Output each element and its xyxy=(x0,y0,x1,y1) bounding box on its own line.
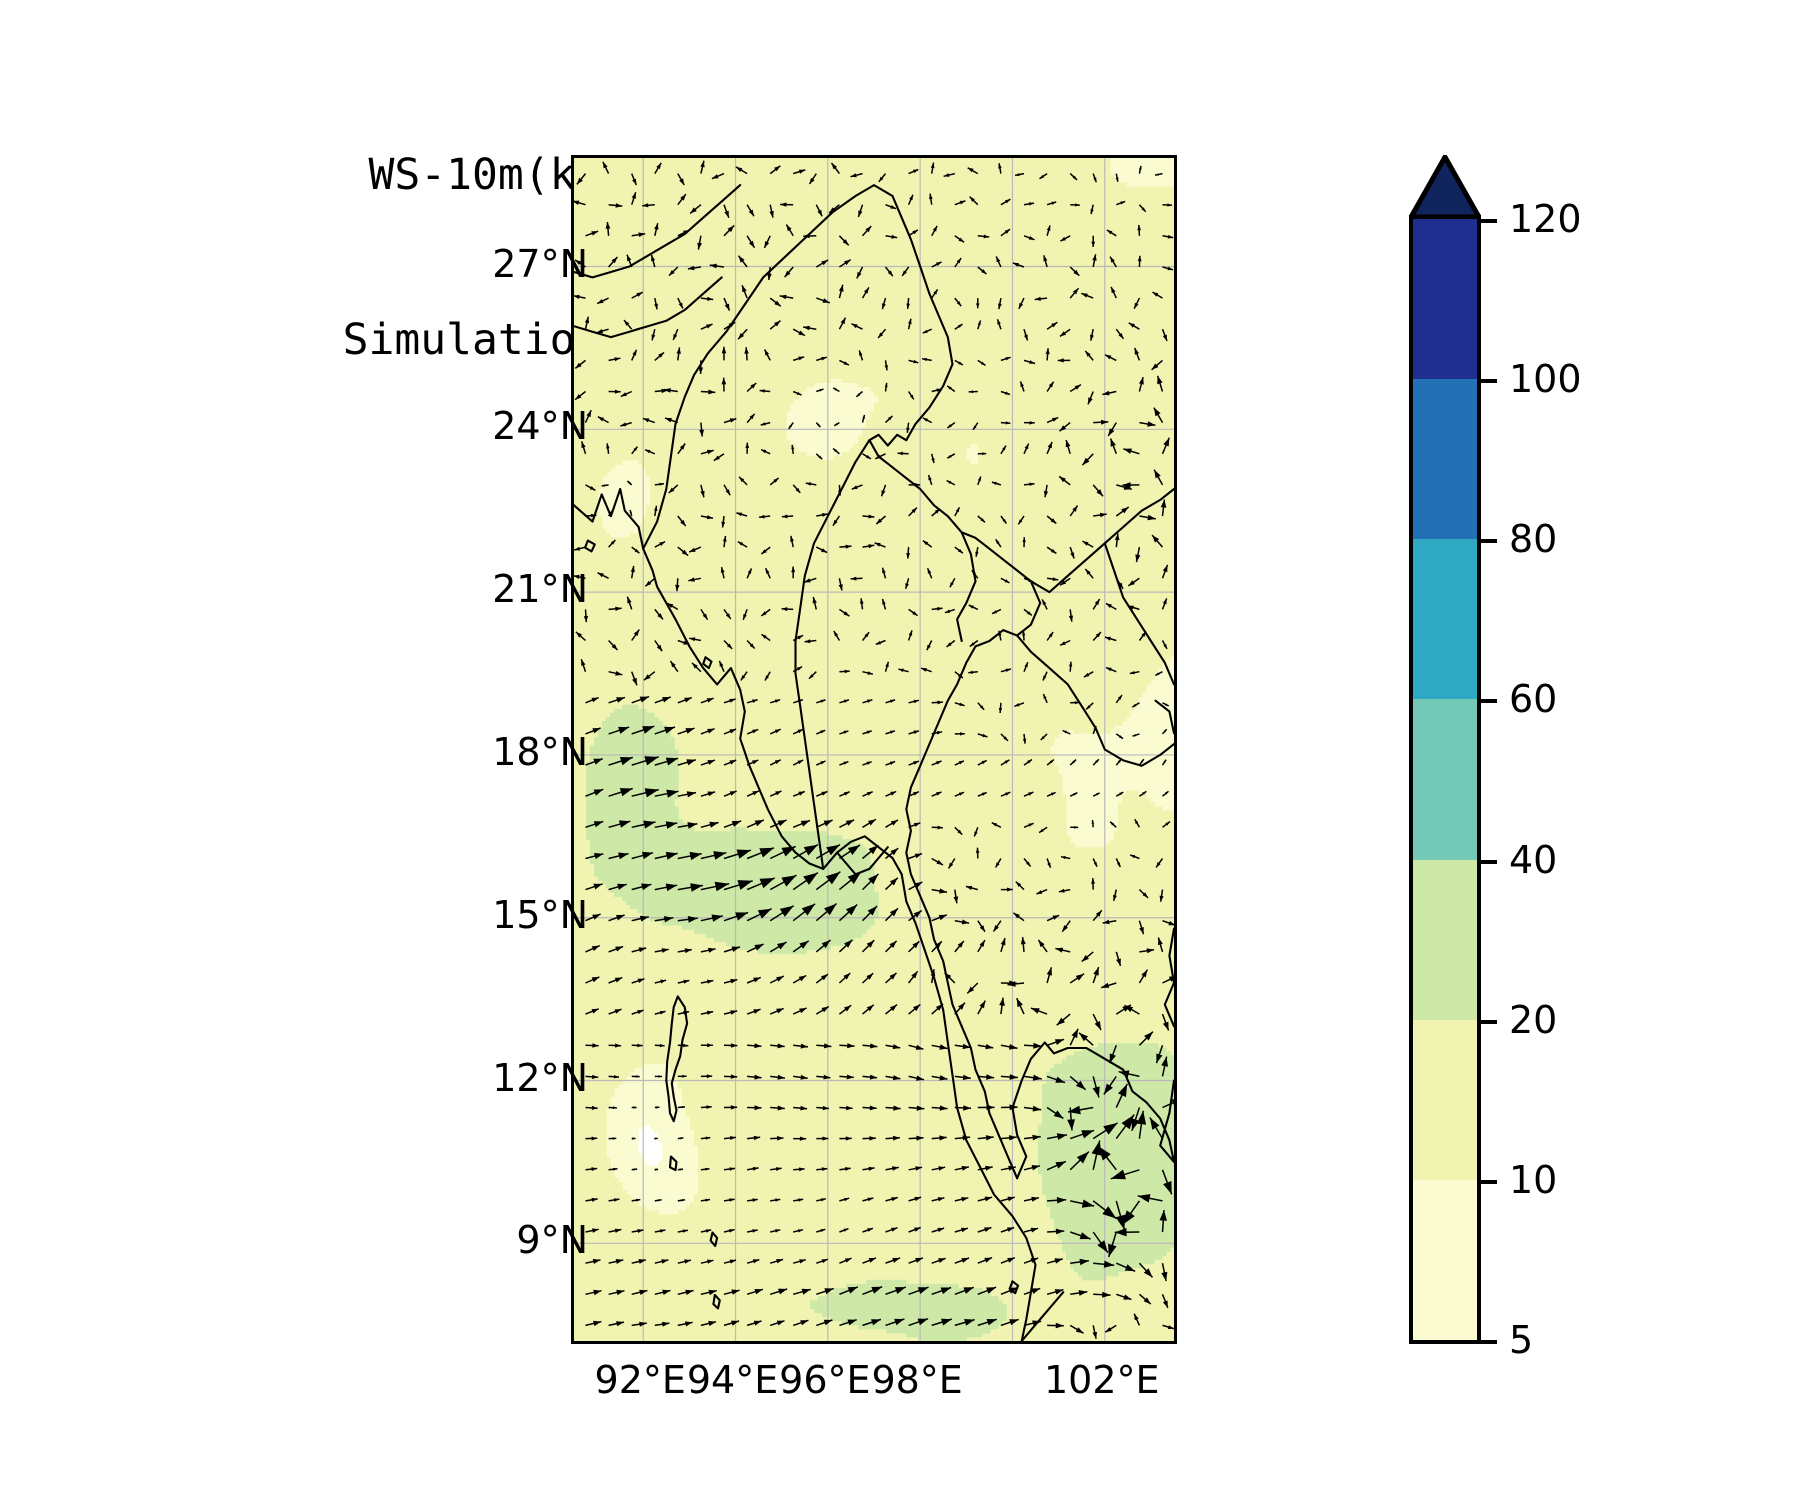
latitude-tick-label: 27°N xyxy=(492,241,588,286)
coastline-path xyxy=(712,1293,721,1310)
longitude-tick-label: 94°E xyxy=(686,1358,779,1402)
wind-speed-band xyxy=(586,704,1174,1341)
colorbar-tick-label: 5 xyxy=(1509,1318,1534,1362)
colorbar-tick-mark xyxy=(1481,379,1497,384)
map-plot-area xyxy=(571,155,1177,1344)
coastline-path xyxy=(1103,542,1174,686)
coastline-path xyxy=(956,531,977,643)
colorbar-extend-arrow xyxy=(1409,155,1481,219)
coastline-path xyxy=(574,487,1037,1341)
colorbar-segment xyxy=(1413,539,1477,700)
colorbar-tick-mark xyxy=(1481,859,1497,864)
colorbar-tick-label: 100 xyxy=(1509,357,1582,402)
colorbar-segment xyxy=(1413,219,1477,380)
colorbar-segment xyxy=(1413,1019,1477,1180)
longitude-tick-label: 92°E xyxy=(594,1358,686,1402)
latitude-tick-label: 24°N xyxy=(492,404,588,449)
colorbar-tick-mark xyxy=(1481,539,1497,544)
colorbar: 5 10 20 40 60 80 100 120 xyxy=(1409,155,1582,1362)
coastline-path xyxy=(642,184,894,550)
colorbar-tick-mark xyxy=(1481,1179,1497,1184)
colorbar-tick-mark xyxy=(1481,1019,1497,1024)
latitude-tick-label: 21°N xyxy=(492,567,588,612)
colorbar-segment xyxy=(1413,1179,1477,1340)
colorbar-tick-label: 120 xyxy=(1509,197,1582,241)
colorbar-segment xyxy=(1413,859,1477,1020)
colorbar-tick-label: 80 xyxy=(1509,517,1558,562)
latitude-tick-label: 9°N xyxy=(516,1218,588,1263)
longitude-tick-label: 96°E xyxy=(779,1358,871,1402)
colorbar-tick-label: 20 xyxy=(1509,997,1558,1042)
coastline-path xyxy=(1159,1079,1174,1163)
coastline-path xyxy=(1020,1291,1065,1341)
colorbar-segment xyxy=(1413,379,1477,540)
longitude-tick-label: 98°E xyxy=(871,1358,963,1402)
colorbar-tick-mark xyxy=(1481,219,1497,223)
colorbar-segment xyxy=(1413,699,1477,860)
latitude-tick-label: 12°N xyxy=(492,1055,588,1100)
colorbar-tick-mark xyxy=(1481,1340,1497,1344)
colorbar-tick-label: 60 xyxy=(1509,677,1558,722)
latitude-tick-label: 18°N xyxy=(492,729,588,774)
longitude-tick-label: 102°E xyxy=(1043,1358,1160,1402)
coastline-path xyxy=(702,656,713,670)
colorbar-tick-label: 10 xyxy=(1509,1157,1558,1202)
coastline-path xyxy=(794,439,871,870)
colorbar-tick-label: 40 xyxy=(1509,837,1558,882)
coastline-path xyxy=(1008,1280,1020,1295)
latitude-tick-label: 15°N xyxy=(492,892,588,937)
map-inner xyxy=(574,158,1174,1341)
coastline-path xyxy=(1163,927,1174,1028)
coastline-path xyxy=(665,995,689,1123)
coastline-path xyxy=(574,276,723,339)
wind-speed-band xyxy=(598,158,1174,1216)
coastline-path xyxy=(905,580,1042,1180)
wind-speed-fill-layer xyxy=(574,158,1174,1341)
coastline-path xyxy=(668,1155,678,1172)
coastline-path xyxy=(709,1231,719,1248)
coastline-path xyxy=(574,184,742,279)
wind-vector-shafts xyxy=(574,160,1174,1339)
colorbar-gradient xyxy=(1409,215,1481,1344)
wind-vector-layer xyxy=(574,160,1174,1339)
coastline-path xyxy=(868,194,1032,583)
coastline-path xyxy=(584,539,596,553)
coastline-path xyxy=(836,846,889,876)
colorbar-tick-mark xyxy=(1481,699,1497,704)
coastline-path xyxy=(1011,1041,1174,1180)
coastline-layer xyxy=(574,184,1174,1341)
wind-speed-map-svg xyxy=(574,158,1174,1341)
coastline-path xyxy=(1154,699,1174,735)
